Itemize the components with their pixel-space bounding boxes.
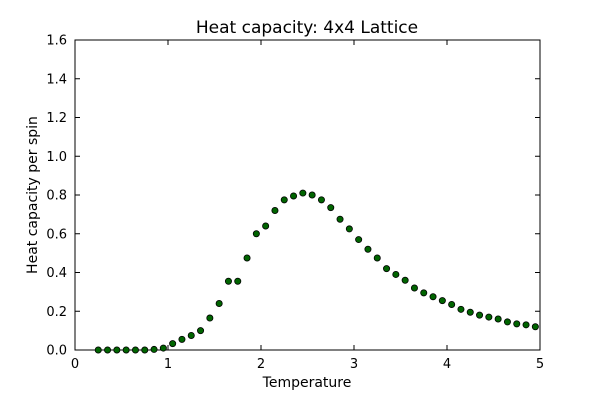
data-points <box>94 189 539 354</box>
y-tick-label: 1.0 <box>46 150 67 165</box>
y-tick-label: 0.4 <box>46 266 67 281</box>
data-point <box>197 327 205 335</box>
data-point <box>410 284 418 292</box>
data-point <box>252 230 260 238</box>
x-tick-label: 5 <box>536 357 544 372</box>
y-tick-label: 0.0 <box>46 344 67 359</box>
data-point <box>476 311 484 319</box>
data-point <box>299 189 307 197</box>
data-point <box>494 315 502 323</box>
plot-area: 0 1 2 3 4 5 0.0 0.2 0.4 0.6 0.8 1.0 1.2 1.4 1.6 <box>46 34 544 373</box>
data-point <box>234 277 242 285</box>
y-tick-label: 0.8 <box>46 189 67 204</box>
x-tick-label: 0 <box>71 357 79 372</box>
data-point <box>355 236 363 244</box>
data-point <box>457 305 465 313</box>
data-point <box>169 340 177 348</box>
data-point <box>122 346 130 354</box>
x-axis-label: Temperature <box>262 375 352 391</box>
x-axis-ticks: 0 1 2 3 4 5 <box>71 40 544 372</box>
data-point <box>364 245 372 253</box>
plot-frame <box>74 39 541 351</box>
data-point <box>215 299 223 307</box>
data-point <box>131 346 139 354</box>
data-point <box>159 344 167 352</box>
data-point <box>262 222 270 230</box>
data-point <box>513 320 521 328</box>
data-point <box>345 225 353 233</box>
data-point <box>290 192 298 200</box>
y-tick-label: 1.4 <box>46 72 67 87</box>
data-point <box>485 313 493 321</box>
data-point <box>141 346 149 354</box>
data-point <box>308 191 316 199</box>
y-axis-label: Heat capacity per spin <box>25 116 41 274</box>
data-point <box>243 254 251 262</box>
data-point <box>448 300 456 308</box>
data-point <box>187 331 195 339</box>
data-point <box>531 323 539 331</box>
data-point <box>317 196 325 204</box>
data-point <box>383 265 391 273</box>
data-point <box>392 270 400 278</box>
data-point <box>224 277 232 285</box>
data-point <box>280 196 288 204</box>
data-point <box>420 289 428 297</box>
data-point <box>438 297 446 305</box>
y-tick-label: 0.2 <box>46 305 67 320</box>
x-tick-label: 1 <box>164 357 172 372</box>
data-point <box>104 346 112 354</box>
data-point <box>336 215 344 223</box>
data-point <box>466 308 474 316</box>
y-tick-label: 1.2 <box>46 111 67 126</box>
data-point <box>206 314 214 322</box>
x-tick-label: 4 <box>443 357 451 372</box>
y-axis-ticks: 0.0 0.2 0.4 0.6 0.8 1.0 1.2 1.4 1.6 <box>46 34 540 359</box>
data-point <box>178 335 186 343</box>
data-point <box>373 254 381 262</box>
chart-title: Heat capacity: 4x4 Lattice <box>196 18 418 38</box>
data-point <box>150 345 158 353</box>
data-point <box>327 204 335 212</box>
y-tick-label: 1.6 <box>46 34 67 49</box>
data-point <box>429 293 437 301</box>
y-tick-label: 0.6 <box>46 227 67 242</box>
data-point <box>113 346 121 354</box>
x-tick-label: 3 <box>350 357 358 372</box>
data-point <box>503 318 511 326</box>
data-point <box>401 276 409 284</box>
data-point <box>94 346 102 354</box>
x-tick-label: 2 <box>257 357 265 372</box>
data-point <box>522 321 530 329</box>
data-point <box>271 206 279 214</box>
